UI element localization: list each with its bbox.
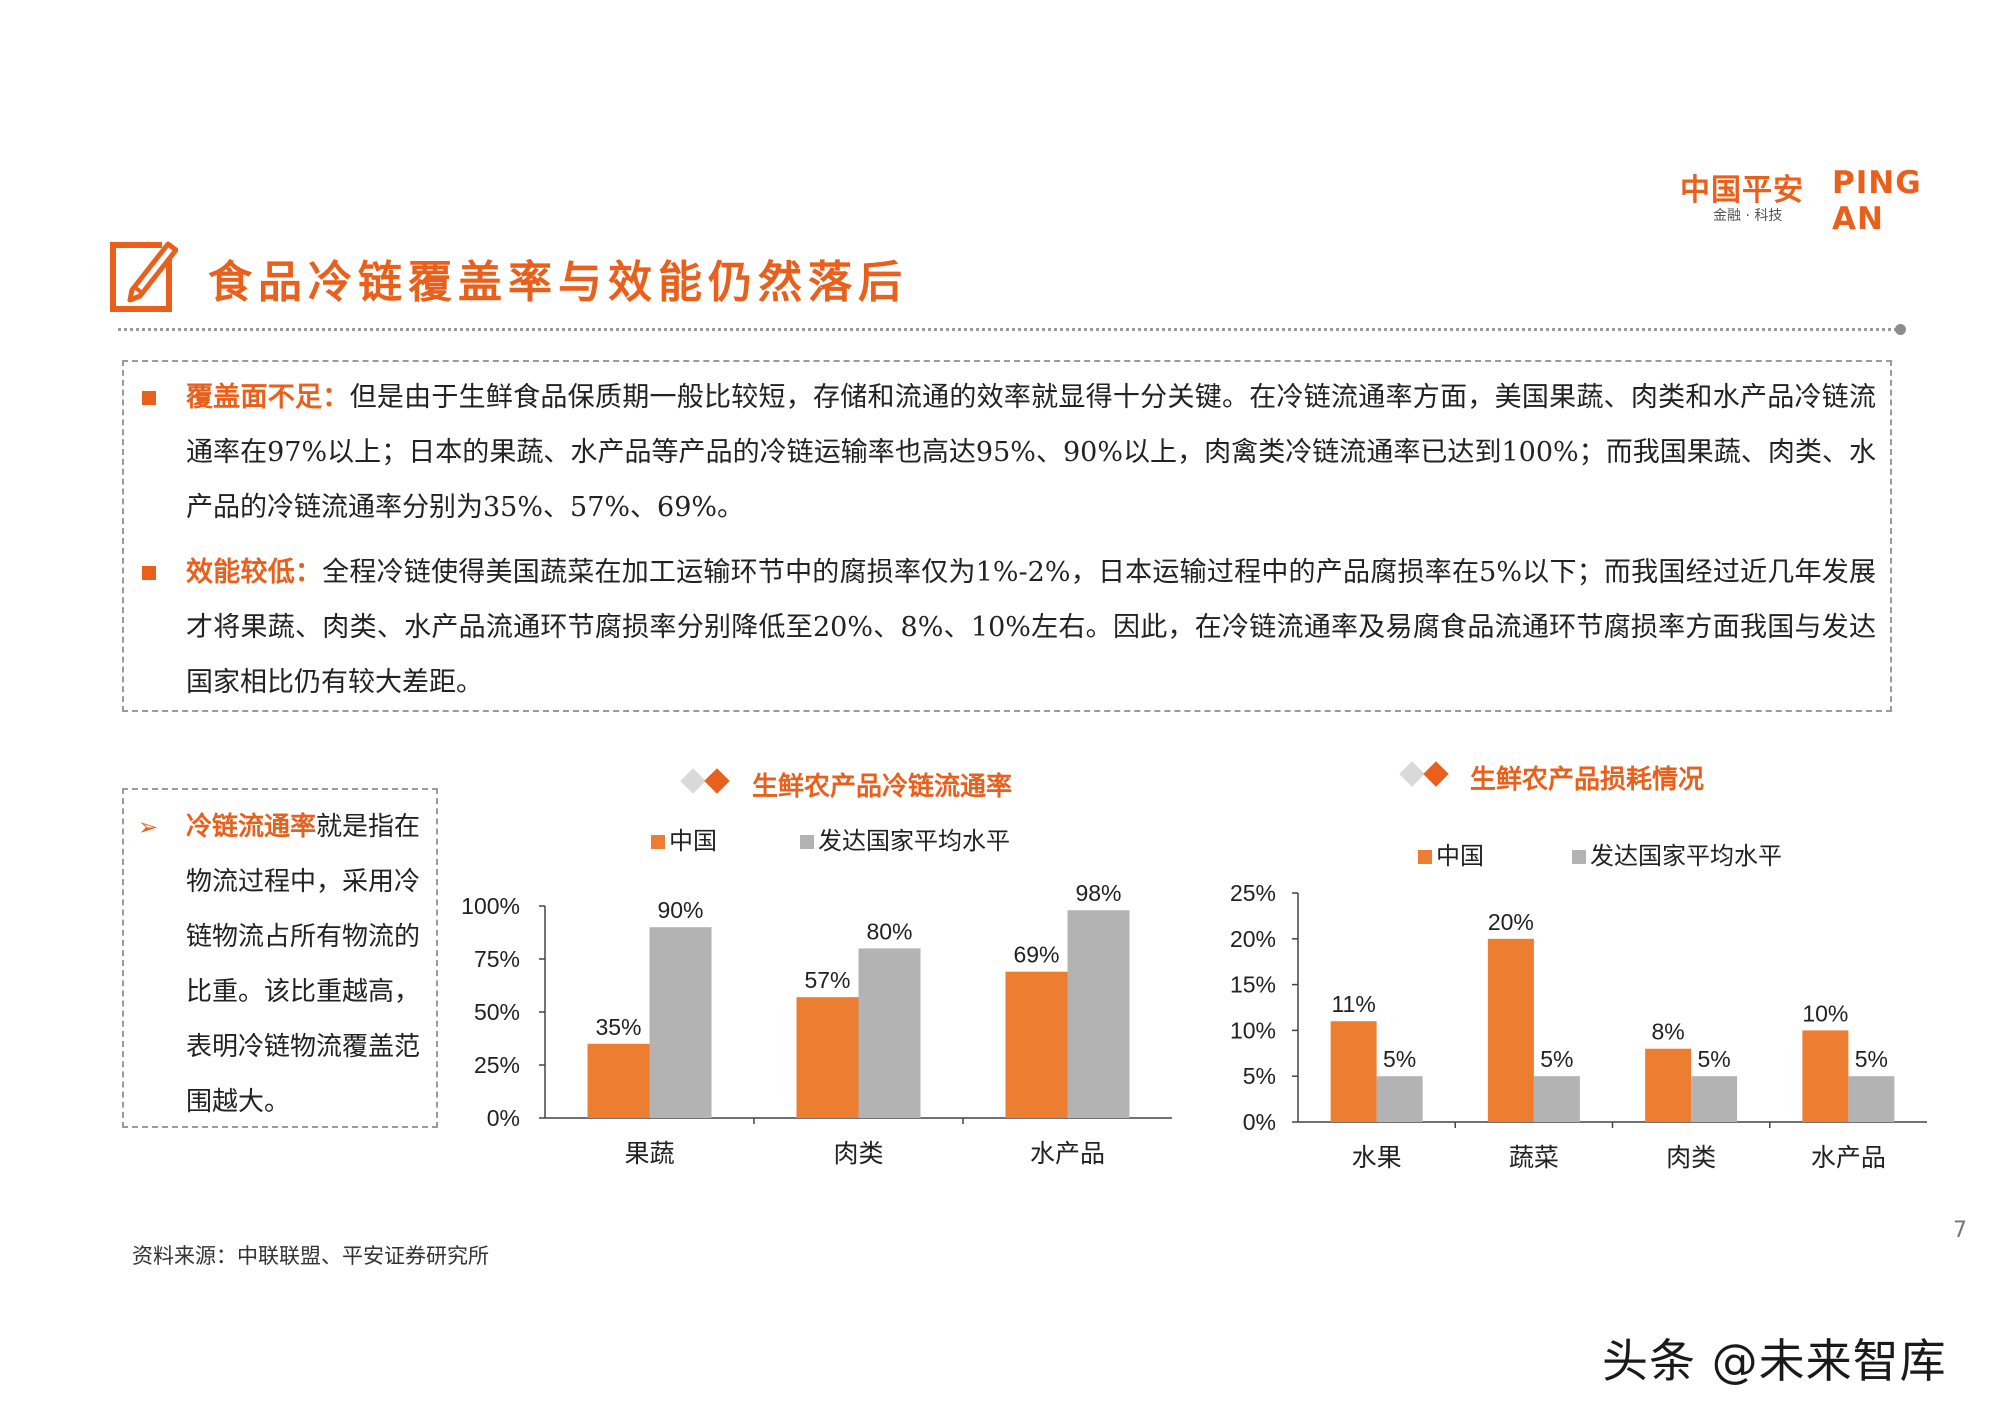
definition-note-box — [122, 788, 438, 1128]
chart2-bar — [1376, 1076, 1423, 1122]
chart2-data-label: 5% — [1540, 1046, 1573, 1072]
chart1-y-tick-label: 100% — [461, 893, 520, 919]
logo-tagline: 金融 · 科技 — [1713, 208, 1783, 224]
chart2-y-tick-label: 5% — [1243, 1063, 1276, 1089]
pencil-note-icon — [110, 238, 178, 312]
paragraph-efficiency-body: 全程冷链使得美国蔬菜在加工运输环节中的腐损率仅为1%-2%，日本运输过程中的产品… — [186, 557, 1876, 698]
chart2-y-tick-label: 0% — [1243, 1109, 1276, 1135]
chart2-legend-swatch — [1572, 850, 1586, 864]
chart1-bar — [649, 927, 712, 1118]
chart1-x-tick-label: 果蔬 — [624, 1140, 674, 1168]
chart2-data-label: 11% — [1331, 991, 1375, 1017]
paragraph-coverage-head: 覆盖面不足： — [186, 382, 350, 413]
chart2-bar — [1691, 1076, 1738, 1122]
chart1-legend-label: 发达国家平均水平 — [818, 828, 1010, 855]
chart2-y-tick-label: 25% — [1230, 880, 1276, 906]
chart1-y-tick-label: 50% — [474, 999, 520, 1025]
definition-term: 冷链流通率 — [186, 812, 317, 842]
logo-cn-text: 中国平安 — [1680, 173, 1804, 208]
chart1-data-label: 57% — [804, 967, 850, 993]
logo-en-text: PING AN — [1832, 165, 1922, 237]
chart2-legend-label: 发达国家平均水平 — [1590, 843, 1782, 870]
chart2-data-label: 5% — [1855, 1046, 1888, 1072]
chart2-bar — [1330, 1021, 1377, 1122]
page-title: 食品冷链覆盖率与效能仍然落后 — [208, 257, 908, 308]
chart1-legend-swatch — [651, 835, 665, 849]
chart2-y-tick-label: 20% — [1230, 926, 1276, 952]
chart2-legend-label: 中国 — [1436, 843, 1484, 870]
bullet-square-icon — [142, 391, 156, 405]
chart1-y-tick-label: 0% — [487, 1105, 520, 1131]
paragraph-efficiency-head: 效能较低： — [186, 557, 323, 588]
chart1-bar — [796, 997, 859, 1118]
chart1-y-tick-label: 75% — [474, 946, 520, 972]
chart2-x-tick-label: 水产品 — [1811, 1144, 1886, 1172]
title-divider — [118, 328, 1903, 331]
chart2-y-tick-label: 15% — [1230, 972, 1276, 998]
chart1-data-label: 90% — [657, 897, 703, 923]
page-number: 7 — [1953, 1218, 1967, 1243]
arrow-bullet-icon: ➢ — [138, 813, 159, 841]
paragraph-coverage-body: 但是由于生鲜食品保质期一般比较短，存储和流通的效率就显得十分关键。在冷链流通率方… — [186, 382, 1877, 523]
definition-note: 冷链流通率就是指在物流过程中，采用冷链物流占所有物流的比重。该比重越高，表明冷链… — [186, 800, 432, 1130]
chart1-data-label: 80% — [866, 918, 912, 944]
chart1-data-label: 98% — [1075, 880, 1121, 906]
chart2-bar — [1487, 938, 1534, 1122]
chart2-title: 生鲜农产品损耗情况 — [1470, 765, 1705, 795]
chart2-bar — [1802, 1030, 1849, 1122]
chart1-bar — [587, 1043, 650, 1118]
chart1-bar — [1005, 971, 1068, 1118]
chart2-data-label: 10% — [1802, 1000, 1848, 1026]
pingan-logo: 中国平安 PING AN 金融 · 科技 — [1680, 165, 1980, 237]
chart2-legend-swatch — [1418, 850, 1432, 864]
chart2-data-label: 5% — [1698, 1046, 1731, 1072]
paragraph-coverage: 覆盖面不足：但是由于生鲜食品保质期一般比较短，存储和流通的效率就显得十分关键。在… — [186, 370, 1876, 535]
chart2-y-tick-label: 10% — [1230, 1017, 1276, 1043]
chart2-data-label: 20% — [1488, 909, 1534, 935]
chart1-data-label: 69% — [1013, 942, 1059, 968]
chart1-legend-label: 中国 — [669, 828, 717, 855]
chart1-x-tick-label: 水产品 — [1030, 1140, 1105, 1168]
definition-text: 就是指在物流过程中，采用冷链物流占所有物流的比重。该比重越高，表明冷链物流覆盖范… — [186, 812, 421, 1117]
chart1-x-tick-label: 肉类 — [833, 1140, 883, 1168]
bullet-square-icon — [142, 566, 156, 580]
chart1-data-label: 35% — [595, 1014, 641, 1040]
divider-end-dot — [1895, 324, 1906, 335]
summary-box — [122, 360, 1892, 712]
chart2-bar — [1645, 1048, 1692, 1122]
chart2-bar — [1848, 1076, 1895, 1122]
chart2-data-label: 5% — [1383, 1046, 1416, 1072]
watermark: 头条 @未来智库 — [1602, 1334, 1947, 1388]
chart1-y-tick-label: 25% — [474, 1052, 520, 1078]
chart1-title: 生鲜农产品冷链流通率 — [752, 772, 1013, 802]
chart2-bar — [1533, 1076, 1580, 1122]
chart2-x-tick-label: 水果 — [1352, 1144, 1402, 1172]
paragraph-efficiency: 效能较低：全程冷链使得美国蔬菜在加工运输环节中的腐损率仅为1%-2%，日本运输过… — [186, 545, 1876, 710]
chart2-data-label: 8% — [1652, 1019, 1685, 1045]
chart1-legend-swatch — [800, 835, 814, 849]
chart2-x-tick-label: 肉类 — [1666, 1144, 1716, 1172]
chart1-bar — [1067, 910, 1130, 1118]
chart1-bar — [858, 948, 921, 1118]
source-note: 资料来源：中联联盟、平安证券研究所 — [132, 1244, 489, 1268]
chart2-x-tick-label: 蔬菜 — [1509, 1144, 1559, 1172]
